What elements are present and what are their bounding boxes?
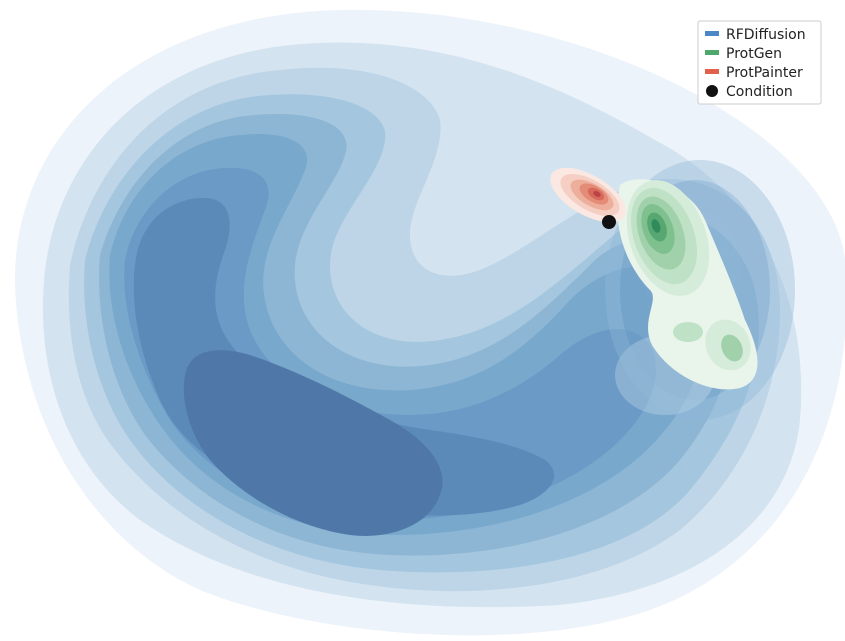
protgen-density bbox=[617, 179, 758, 390]
legend-swatch-protgen bbox=[705, 50, 719, 55]
legend-swatch-rfdiffusion bbox=[705, 31, 719, 36]
legend: RFDiffusion ProtGen ProtPainter Conditio… bbox=[697, 20, 822, 105]
legend-label-protpainter: ProtPainter bbox=[726, 65, 803, 81]
legend-frame bbox=[697, 20, 822, 105]
legend-label-rfdiffusion: RFDiffusion bbox=[726, 27, 806, 43]
legend-marker-condition bbox=[706, 85, 718, 97]
protgen-lower-lobe-2 bbox=[721, 334, 743, 362]
protgen-lower-lobe-3 bbox=[673, 322, 703, 342]
protpainter-density bbox=[550, 167, 626, 223]
rfdiffusion-contour-level-9 bbox=[183, 350, 443, 536]
legend-swatch-protpainter bbox=[705, 69, 719, 74]
legend-label-condition: Condition bbox=[726, 84, 793, 100]
protgen-contour-level-7 bbox=[651, 219, 661, 233]
condition-point bbox=[602, 215, 616, 229]
rfdiffusion-density bbox=[14, 9, 845, 636]
protpainter-contour-level-6 bbox=[593, 191, 601, 197]
legend-label-protgen: ProtGen bbox=[726, 46, 782, 62]
